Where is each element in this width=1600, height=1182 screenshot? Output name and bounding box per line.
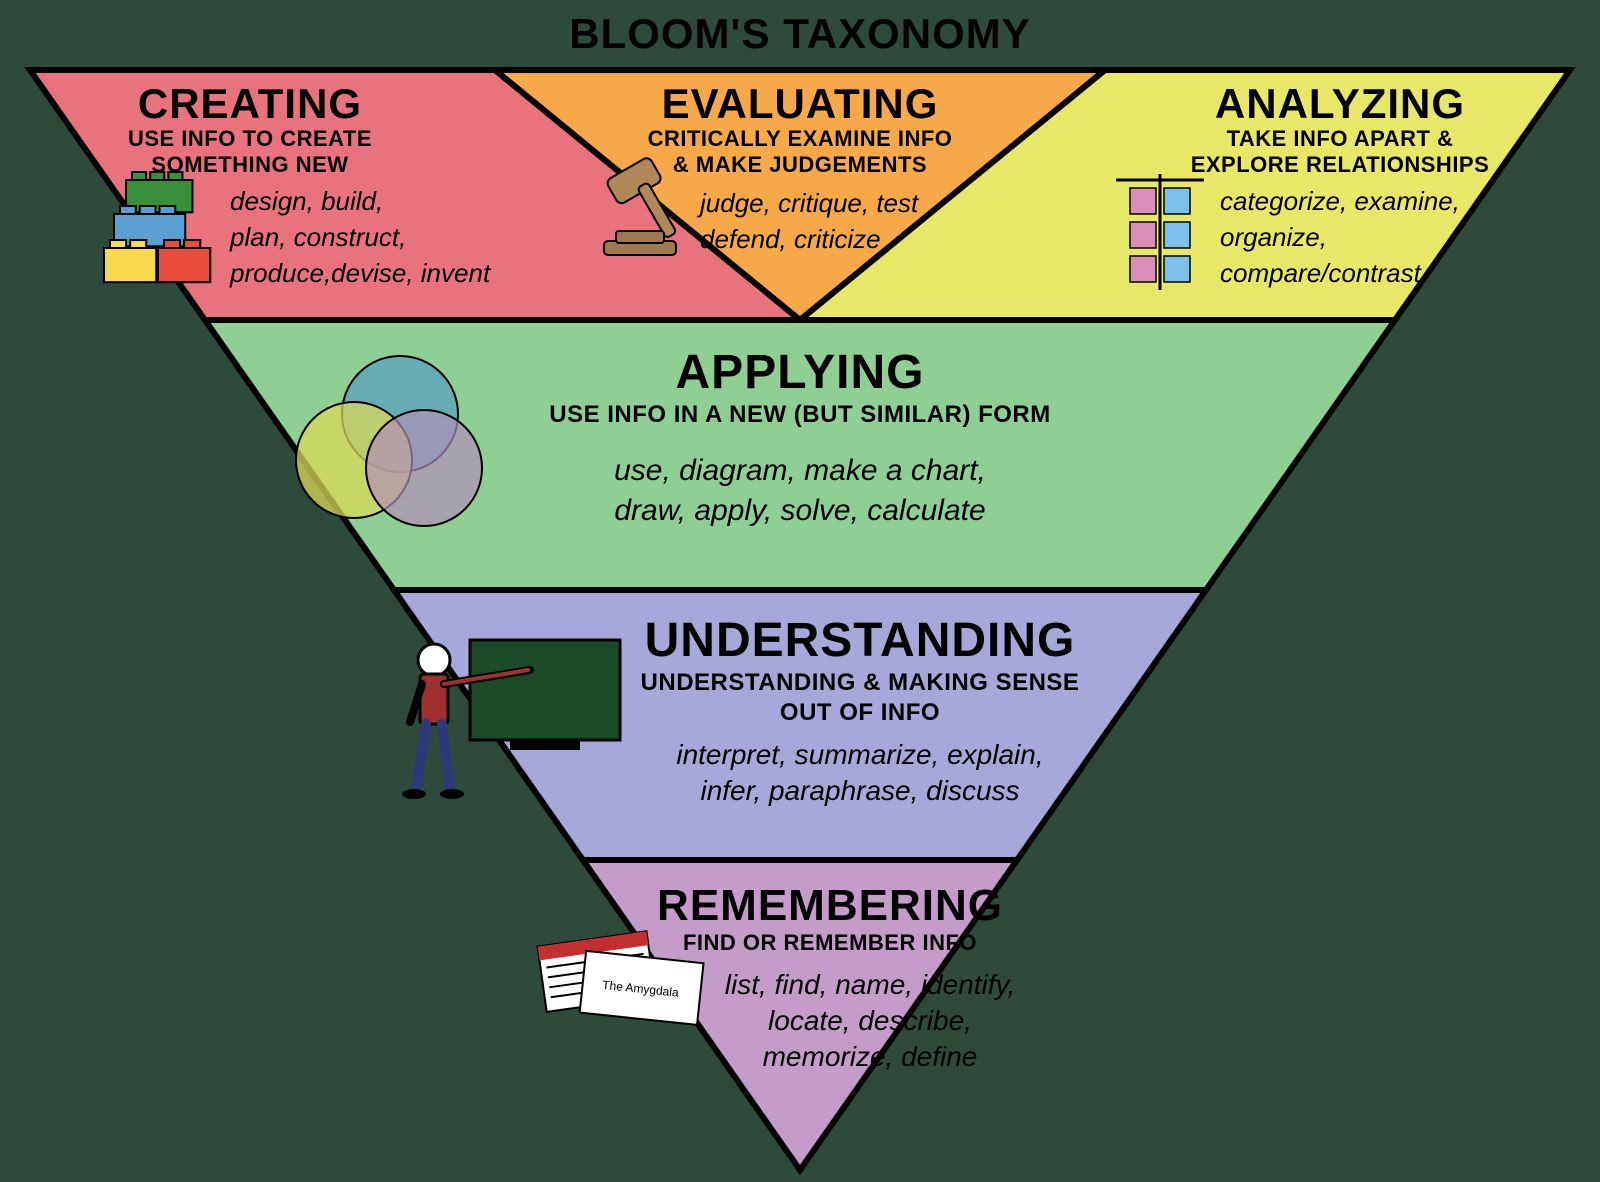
applying-title: APPLYING (676, 346, 925, 399)
remembering-verbs-2: locate, describe, (768, 1005, 972, 1036)
blooms-taxonomy-diagram: BLOOM'S TAXONOMY The Amygdala CREATINGUS… (0, 0, 1600, 1182)
creating-verbs-1: design, build, (230, 186, 383, 216)
evaluating-subtitle-1: CRITICALLY EXAMINE INFO (648, 126, 953, 151)
diagram-title: BLOOM'S TAXONOMY (569, 10, 1031, 57)
applying-verbs-1: use, diagram, make a chart, (614, 454, 986, 487)
understanding-title: UNDERSTANDING (645, 614, 1076, 667)
understanding-subtitle-2: OUT OF INFO (780, 699, 940, 726)
analyzing-subtitle-2: EXPLORE RELATIONSHIPS (1191, 152, 1490, 177)
creating-verbs-2: plan, construct, (229, 222, 406, 252)
evaluating-verbs-2: defend, criticize (700, 224, 881, 254)
understanding-verbs-2: infer, paraphrase, discuss (700, 775, 1019, 806)
analyzing-title: ANALYZING (1215, 80, 1465, 127)
creating-verbs-3: produce,devise, invent (229, 258, 492, 288)
evaluating-verbs-1: judge, critique, test (697, 188, 920, 218)
analyzing-verbs-2: organize, (1220, 222, 1327, 252)
creating-subtitle-2: SOMETHING NEW (151, 152, 348, 177)
evaluating-subtitle-2: & MAKE JUDGEMENTS (673, 152, 927, 177)
remembering-title: REMEMBERING (657, 881, 1003, 930)
applying-subtitle-1: USE INFO IN A NEW (BUT SIMILAR) FORM (549, 401, 1051, 428)
analyzing-verbs-3: compare/contrast (1220, 258, 1423, 288)
remembering-verbs-1: list, find, name, identify, (725, 969, 1016, 1000)
remembering-verbs-3: memorize, define (763, 1041, 978, 1072)
applying-verbs-2: draw, apply, solve, calculate (614, 494, 985, 527)
creating-title: CREATING (138, 80, 362, 127)
understanding-subtitle-1: UNDERSTANDING & MAKING SENSE (641, 669, 1080, 696)
analyzing-subtitle-1: TAKE INFO APART & (1227, 126, 1454, 151)
understanding-verbs-1: interpret, summarize, explain, (676, 739, 1043, 770)
remembering-subtitle-1: FIND OR REMEMBER INFO (683, 930, 977, 955)
evaluating-title: EVALUATING (662, 80, 939, 127)
creating-subtitle-1: USE INFO TO CREATE (128, 126, 372, 151)
analyzing-verbs-1: categorize, examine, (1220, 186, 1460, 216)
